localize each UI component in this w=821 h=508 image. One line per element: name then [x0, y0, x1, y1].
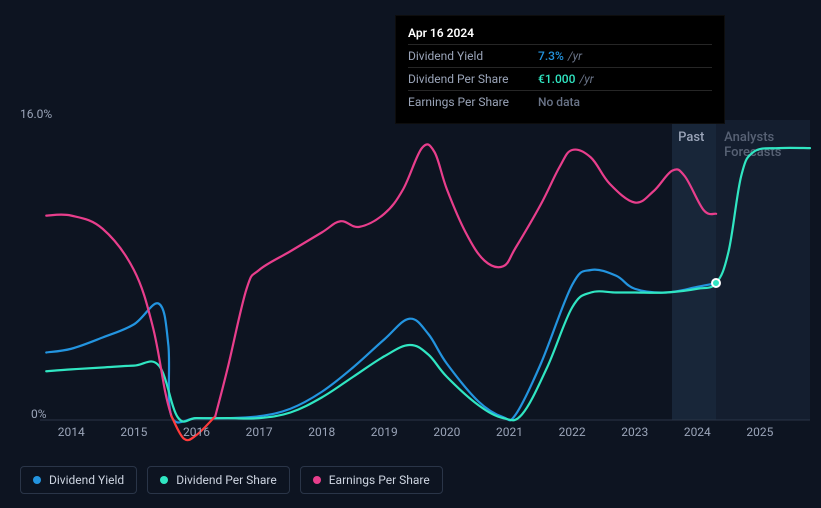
y-axis-max-label: 16.0%: [20, 107, 52, 121]
x-tick-label: 2025: [746, 425, 773, 439]
chart-container: 16.0% 0% Past Analysts Forecasts 2014201…: [20, 100, 810, 450]
legend-label: Dividend Per Share: [176, 473, 277, 487]
series-line: [46, 215, 171, 417]
current-marker: [711, 278, 721, 288]
series-line: [46, 148, 810, 422]
tooltip-value: 7.3%: [538, 49, 564, 63]
legend-item-dividend-yield[interactable]: Dividend Yield: [20, 466, 137, 494]
legend-dot-icon: [33, 476, 41, 484]
chart-tooltip: Apr 16 2024 Dividend Yield 7.3% /yr Divi…: [395, 15, 725, 124]
x-tick-label: 2014: [58, 425, 85, 439]
chart-svg: [40, 120, 810, 420]
legend-label: Earnings Per Share: [329, 473, 430, 487]
x-tick-label: 2016: [183, 425, 210, 439]
tooltip-unit: /yr: [568, 49, 582, 63]
x-tick-label: 2015: [120, 425, 147, 439]
legend-dot-icon: [313, 476, 321, 484]
tooltip-date: Apr 16 2024: [408, 26, 712, 44]
tooltip-label: Dividend Per Share: [408, 72, 538, 86]
legend-label: Dividend Yield: [49, 473, 124, 487]
tooltip-value: €1.000: [538, 72, 575, 86]
x-tick-label: 2022: [559, 425, 586, 439]
x-tick-label: 2021: [496, 425, 523, 439]
x-tick-label: 2024: [684, 425, 711, 439]
legend: Dividend Yield Dividend Per Share Earnin…: [20, 466, 443, 494]
x-tick-label: 2017: [246, 425, 273, 439]
legend-item-dividend-per-share[interactable]: Dividend Per Share: [147, 466, 290, 494]
plot-area[interactable]: [40, 120, 810, 420]
legend-item-earnings-per-share[interactable]: Earnings Per Share: [300, 466, 443, 494]
tooltip-row: Earnings Per Share No data: [408, 90, 712, 113]
tooltip-row: Dividend Per Share €1.000 /yr: [408, 67, 712, 90]
legend-dot-icon: [160, 476, 168, 484]
x-tick-label: 2019: [371, 425, 398, 439]
tooltip-label: Dividend Yield: [408, 49, 538, 63]
tooltip-label: Earnings Per Share: [408, 95, 538, 109]
series-line: [215, 144, 716, 416]
tooltip-unit: /yr: [579, 72, 593, 86]
x-tick-label: 2020: [433, 425, 460, 439]
tooltip-value: No data: [538, 95, 580, 109]
tooltip-row: Dividend Yield 7.3% /yr: [408, 44, 712, 67]
x-tick-label: 2018: [308, 425, 335, 439]
x-tick-label: 2023: [621, 425, 648, 439]
